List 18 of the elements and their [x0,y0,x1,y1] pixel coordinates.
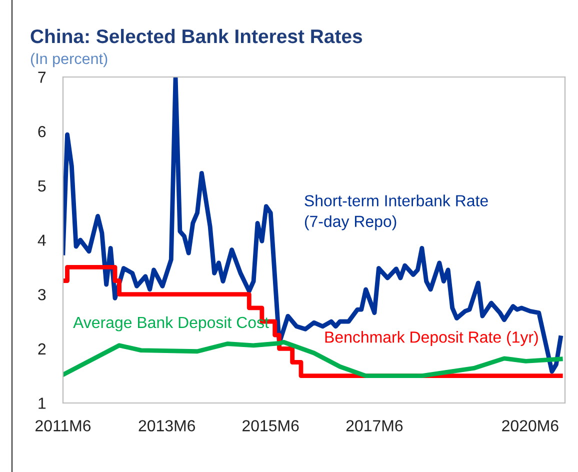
series-label: Benchmark Deposit Rate (1yr) [325,331,538,346]
y-tick-label: 6 [38,126,46,138]
x-tick-label: 2013M6 [138,420,196,432]
y-tick-label: 1 [38,398,46,409]
x-tick-label: 2011M6 [36,420,91,432]
x-tick-label: 2015M6 [242,420,299,432]
x-tick-label: 2020M6 [502,420,558,432]
chart-title: China: Selected Bank Interest Rates [30,28,362,44]
y-tick-label: 5 [38,180,46,192]
chart-subtitle: (In percent) [30,52,108,68]
y-tick-label: 3 [38,288,46,300]
series-label: Average Bank Deposit Cost [73,316,269,332]
y-tick-label: 2 [38,343,46,354]
y-tick-label: 4 [38,234,46,246]
line-series [63,77,563,374]
text: Short-term Interbank Rate (7-day Repo) [304,194,488,230]
y-tick-label: 7 [38,72,46,83]
x-tick-label: 2017M6 [346,420,403,432]
